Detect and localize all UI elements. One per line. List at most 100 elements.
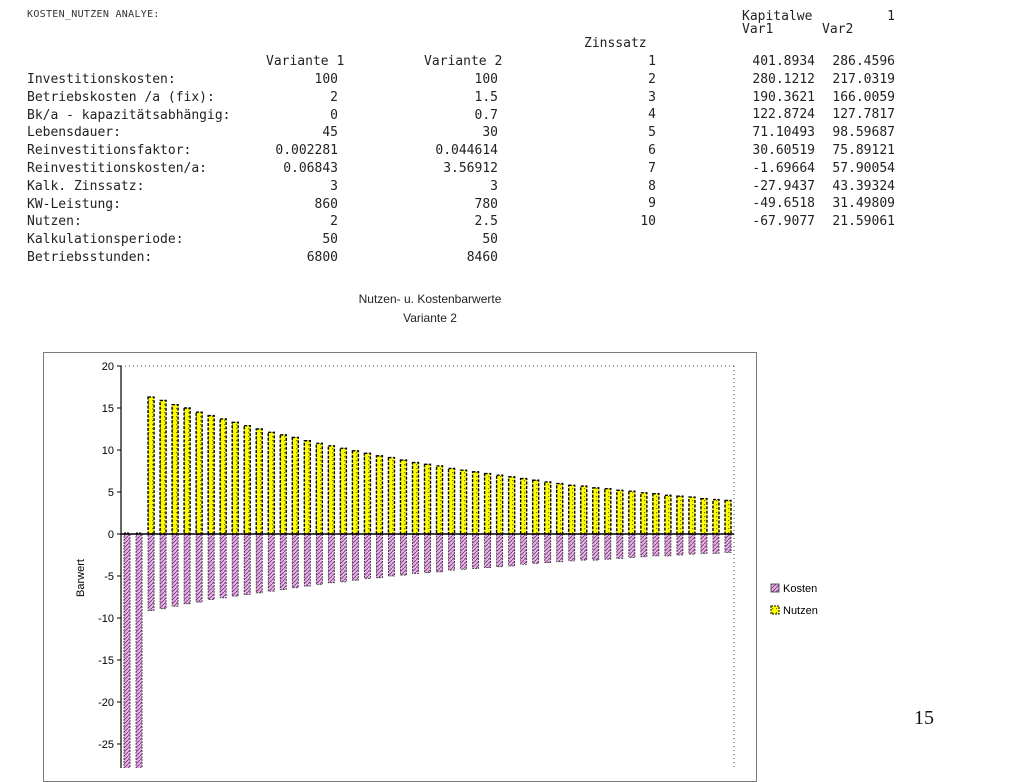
zinssatz-value: 10 [640,214,656,230]
bar-nutzen [556,482,564,535]
zinssatz-label: Zinssatz [584,36,647,51]
col-header-var2: Var2 [822,22,854,37]
chart-subtitle: Variante 2 [403,311,457,325]
bar-kosten [724,533,732,553]
bar-nutzen [700,498,708,535]
bar-nutzen [604,487,612,535]
legend-swatch-kosten [770,583,780,593]
kapitalwert-var1: -49.6518 [752,196,815,212]
bar-nutzen [435,465,444,535]
bar-nutzen [303,440,312,535]
bar-nutzen [519,477,528,535]
y-tick-label: -15 [98,655,114,667]
param-value-v1: 6800 [306,250,338,265]
bar-nutzen [267,431,275,535]
zinssatz-value: 6 [648,143,656,158]
bar-kosten [664,533,672,557]
bar-nutzen [231,421,239,535]
bar-nutzen [183,407,191,535]
y-tick-label: 5 [108,487,114,499]
bar-nutzen [543,481,552,535]
bar-nutzen [483,472,492,535]
chart-title: Nutzen- u. Kostenbarwerte [358,292,502,306]
y-axis-label: Barwert [75,559,87,597]
bar-nutzen [159,399,167,535]
param-value-v1: 2 [330,89,338,105]
bar-nutzen [459,469,468,535]
bar-nutzen [291,436,299,535]
bar-kosten [159,533,167,610]
bar-kosten [207,533,215,600]
bar-kosten [400,533,407,576]
param-value-v2: 780 [474,196,498,212]
param-label: Bk/a - kapazitätsabhängig: [27,107,231,123]
bar-nutzen [568,484,576,535]
bar-kosten [291,533,299,589]
bar-kosten [363,533,371,579]
bar-nutzen [640,492,648,535]
zinssatz-value: 5 [648,125,656,141]
param-value-v2: 30 [482,125,498,141]
param-value-v2: 3 [490,178,498,194]
bar-kosten [388,533,395,577]
param-label: Betriebsstunden: [27,250,153,265]
bar-nutzen [219,418,227,535]
bar-nutzen [676,495,684,535]
bar-nutzen [628,490,636,535]
bar-nutzen [423,463,432,535]
param-value-v1: 100 [314,72,338,87]
kapitalwert-var1: 190.3621 [752,89,815,105]
param-value-v1: 0.002281 [275,143,338,159]
col-header-variante-2: Variante 2 [424,54,503,69]
bar-kosten [496,533,504,568]
param-label: Nutzen: [27,214,82,230]
param-value-v1: 50 [322,232,338,248]
param-value-v1: 3 [330,178,338,194]
bar-nutzen [495,474,504,535]
param-value-v2: 0.7 [474,107,498,123]
legend-label-nutzen: Nutzen [783,605,818,617]
bar-kosten [123,533,131,768]
zinssatz-value: 9 [648,196,656,212]
bar-kosten [544,533,552,563]
bar-nutzen [255,428,263,535]
y-tick-label: 15 [102,403,114,415]
col-header-variante-1: Variante 1 [266,54,345,69]
bar-nutzen [471,471,480,535]
bar-nutzen [592,487,600,535]
param-label: Reinvestitionskosten/a: [27,161,208,176]
bar-kosten [339,533,347,583]
bar-nutzen [147,396,155,535]
kapitalwert-var2: 98.59687 [832,125,895,141]
bar-nutzen [664,494,672,535]
bar-kosten [460,533,467,570]
y-tick-label: 10 [102,445,114,457]
bar-kosten [351,533,359,581]
bar-nutzen [688,496,696,535]
kapitalwert-label: Kapitalwe [742,9,813,24]
bar-nutzen [171,403,179,535]
param-value-v1: 860 [314,196,338,212]
bar-kosten [231,533,239,597]
kapitalwert-var2: 75.89121 [832,143,895,158]
bar-kosten [580,533,588,561]
kapitalwert-var1: -27.9437 [752,178,815,194]
param-value-v1: 0 [330,107,338,123]
param-value-v1: 0.06843 [283,161,338,176]
bar-kosten [303,533,311,587]
kapitalwert-var2: 166.0059 [832,89,895,105]
zinssatz-value: 3 [648,89,656,105]
kapitalwert-var1: 122.8724 [752,107,815,123]
kapitalwert-var2: 21.59061 [832,214,895,230]
col-header-var1: Var1 [742,22,774,37]
kapitalwert-var1: -67.9077 [752,214,815,230]
param-label: Investitionskosten: [27,72,176,87]
bar-kosten [171,533,179,607]
param-label: Betriebskosten /a (fix): [27,89,215,105]
bar-kosten [472,533,479,569]
bar-kosten [688,533,696,555]
param-value-v2: 8460 [466,250,498,265]
bar-kosten [279,533,287,590]
bar-nutzen [207,414,215,535]
